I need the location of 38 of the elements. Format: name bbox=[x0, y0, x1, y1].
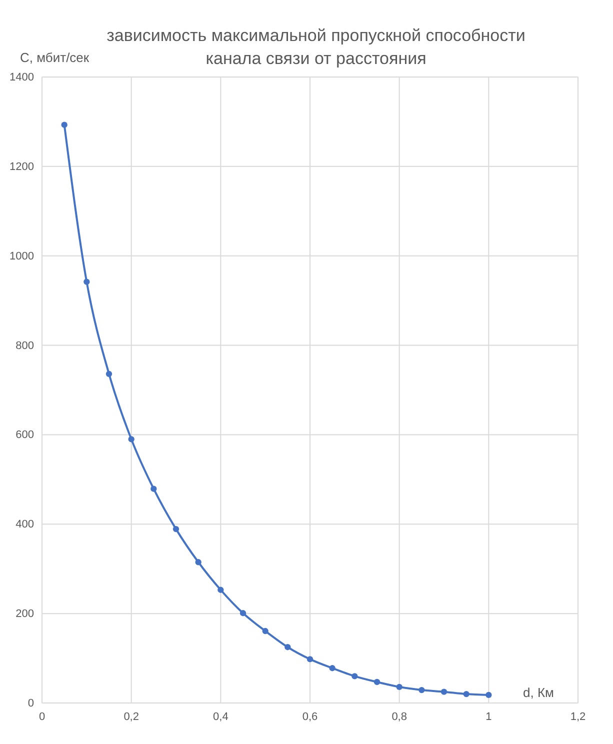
point bbox=[106, 370, 112, 377]
y-tick-label: 0 bbox=[28, 698, 34, 710]
y-tick-label: 600 bbox=[16, 429, 34, 442]
point bbox=[329, 665, 336, 672]
point bbox=[284, 644, 291, 650]
y-axis-title: C, мбит/сек bbox=[20, 50, 90, 65]
point bbox=[374, 678, 380, 686]
chart-title: зависимость максимальной пропускной способности канала связи от расстояния bbox=[106, 26, 526, 68]
x-tick-label: 1 bbox=[486, 710, 492, 723]
point bbox=[440, 688, 448, 695]
y-tick-label: 1000 bbox=[10, 250, 34, 262]
x-tick-label: 0,2 bbox=[124, 710, 139, 723]
y-tick-label: 1400 bbox=[10, 72, 34, 84]
point bbox=[352, 673, 358, 680]
point bbox=[240, 610, 246, 616]
x-tick-label: 0,4 bbox=[213, 710, 228, 723]
x-tick-label: 0,6 bbox=[302, 710, 318, 723]
point bbox=[128, 436, 134, 442]
point bbox=[463, 690, 470, 698]
point bbox=[218, 586, 224, 593]
point bbox=[418, 686, 425, 694]
point bbox=[262, 628, 268, 634]
y-tick-label: 1200 bbox=[10, 160, 34, 173]
x-tick-label: 0 bbox=[38, 710, 46, 723]
point bbox=[396, 684, 402, 690]
x-tick-label: 1,2 bbox=[570, 710, 586, 723]
y-tick-label: 800 bbox=[16, 340, 34, 352]
x-axis-title: d, Км bbox=[523, 685, 554, 700]
x-tick-label: 0,8 bbox=[392, 710, 407, 723]
point bbox=[306, 656, 314, 662]
point bbox=[150, 486, 157, 492]
point bbox=[61, 122, 68, 128]
y-tick-label: 200 bbox=[16, 608, 34, 620]
point bbox=[195, 559, 202, 566]
point bbox=[486, 692, 492, 698]
point bbox=[84, 278, 90, 285]
point bbox=[172, 526, 180, 532]
y-tick-label: 400 bbox=[16, 518, 34, 531]
